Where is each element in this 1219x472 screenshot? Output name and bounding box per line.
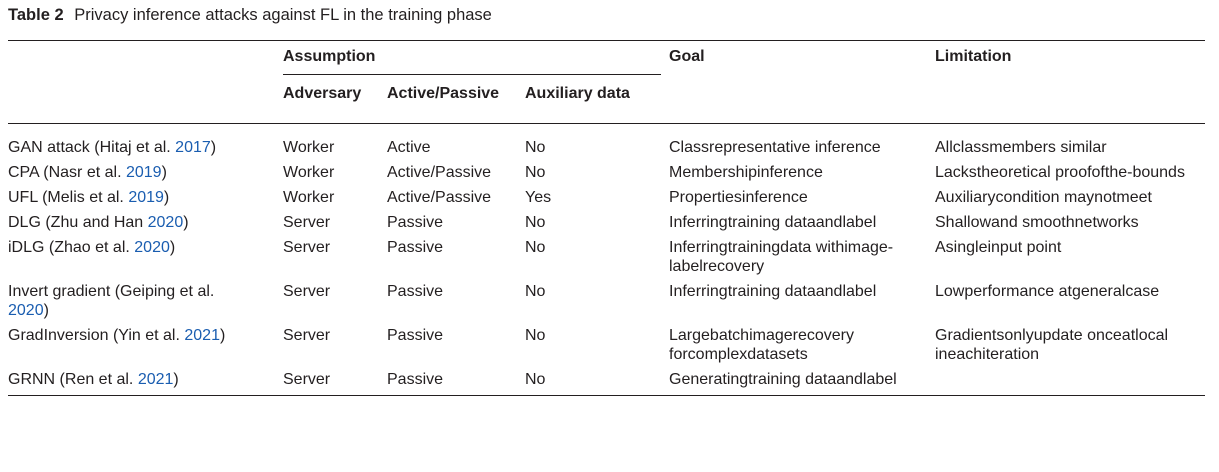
cell-auxiliary-data: No xyxy=(525,327,546,344)
header-assumption: Assumption xyxy=(283,40,661,75)
table-row: GAN attack (Hitaj et al. 2017) Worker Acti… xyxy=(8,124,1205,164)
cell-method: UFL (Melis et al. 2019) xyxy=(8,188,283,213)
cell-auxiliary-data: No xyxy=(525,214,546,231)
cell-limitation: Asingleinput point xyxy=(935,239,1062,256)
table-row: GradInversion (Yin et al. 2021) Server Pas… xyxy=(8,326,1205,370)
cell-active-passive: Active xyxy=(387,139,431,156)
cell-goal: Membershipinference xyxy=(669,164,823,181)
header-row-2: Adversary Active/Passive Auxiliary data xyxy=(8,75,1205,115)
cell-adversary: Worker xyxy=(283,139,335,156)
table-caption-label: Table 2 xyxy=(8,6,64,24)
cell-adversary: Server xyxy=(283,214,331,231)
method-name: GAN attack (Hitaj et al. xyxy=(8,139,176,156)
cell-active-passive: Passive xyxy=(387,327,444,344)
cell-adversary: Server xyxy=(283,370,387,396)
method-name: CPA (Nasr et al. xyxy=(8,164,126,181)
cell-auxiliary-data: No xyxy=(525,139,546,156)
cell-limitation: Shallowand smoothnetworks xyxy=(935,214,1139,231)
method-close-paren: ) xyxy=(183,214,189,231)
table-row: GRNN (Ren et al. 2021) Server Passive No Gen… xyxy=(8,370,1205,396)
citation-year-link[interactable]: 2020 xyxy=(134,239,170,256)
citation-year-link[interactable]: 2020 xyxy=(147,214,184,231)
cell-adversary: Server xyxy=(283,327,331,344)
citation-year-link[interactable]: 2019 xyxy=(128,189,164,206)
table-caption-text: Privacy inference attacks against FL in … xyxy=(74,6,492,24)
table-row: CPA (Nasr et al. 2019) Worker Active/Passi… xyxy=(8,163,1205,188)
method-name: DLG (Zhu and Han xyxy=(8,214,148,231)
cell-active-passive: Active/Passive xyxy=(387,189,492,206)
citation-year-link[interactable]: 2017 xyxy=(175,139,211,156)
cell-method: GradInversion (Yin et al. 2021) xyxy=(8,326,283,370)
cell-method: iDLG (Zhao et al. 2020) xyxy=(8,238,283,282)
header-row-1: Assumption Goal Limitation xyxy=(8,40,1205,75)
cell-goal: Generatingtraining dataandlabel xyxy=(661,370,935,396)
cell-goal: Inferringtrainingdata withimage-labelrec… xyxy=(669,239,894,275)
method-name: iDLG (Zhao et al. xyxy=(8,239,135,256)
cell-goal: Inferringtraining dataandlabel xyxy=(669,214,877,231)
cell-active-passive: Passive xyxy=(387,239,444,256)
cell-adversary: Worker xyxy=(283,189,335,206)
cell-active-passive: Active/Passive xyxy=(387,164,492,181)
cell-adversary: Server xyxy=(283,239,331,256)
header-auxiliary-data: Auxiliary data xyxy=(525,85,630,102)
cell-goal: Propertiesinference xyxy=(669,189,808,206)
table-row: Invert gradient (Geiping et al. 2020) Ser… xyxy=(8,282,1205,326)
method-close-paren: ) xyxy=(163,189,170,206)
citation-year-link[interactable]: 2020 xyxy=(8,302,44,319)
cell-active-passive: Passive xyxy=(387,214,444,231)
cell-auxiliary-data: No xyxy=(525,283,546,300)
table-caption: Table 2 Privacy inference attacks agains… xyxy=(8,6,492,25)
method-close-paren: ) xyxy=(161,164,167,181)
header-adversary: Adversary xyxy=(283,85,362,102)
cell-limitation: Auxiliarycondition maynotmeet xyxy=(935,189,1152,206)
cell-adversary: Server xyxy=(283,283,331,300)
cell-limitation: Lackstheoretical proofofthe-bounds xyxy=(935,164,1185,181)
cell-adversary: Worker xyxy=(283,164,335,181)
citation-year-link[interactable]: 2019 xyxy=(125,164,162,181)
method-name: UFL (Melis et al. xyxy=(8,189,129,206)
method-close-paren: ) xyxy=(210,139,217,156)
table-row: DLG (Zhu and Han 2020) Server Passive No Inf… xyxy=(8,213,1205,238)
cell-active-passive: Passive xyxy=(387,283,444,300)
table-row: iDLG (Zhao et al. 2020) Server Passive No In… xyxy=(8,238,1205,282)
cell-method: CPA (Nasr et al. 2019) xyxy=(8,163,283,188)
privacy-attacks-table: Assumption Goal Limitation Adversary Act… xyxy=(8,40,1205,396)
method-close-paren: ) xyxy=(43,302,49,319)
cell-method: Invert gradient (Geiping et al. 2020) xyxy=(8,282,283,326)
header-method-empty xyxy=(8,41,283,75)
cell-goal: Largebatchimagerecovery forcomplexdatase… xyxy=(669,327,854,363)
cell-method: GAN attack (Hitaj et al. 2017) xyxy=(8,124,283,164)
method-name: GradInversion (Yin et al. xyxy=(8,327,185,344)
cell-limitation: Lowperformance atgeneralcase xyxy=(935,283,1160,300)
cell-limitation: Gradientsonlyupdate onceatlocal ineachit… xyxy=(935,327,1169,363)
table-row: UFL (Melis et al. 2019) Worker Active/Pass… xyxy=(8,188,1205,213)
method-close-paren: ) xyxy=(219,327,226,344)
cell-auxiliary-data: No xyxy=(525,370,661,396)
method-name: Invert gradient (Geiping et al. xyxy=(8,283,215,300)
cell-goal: Classrepresentative inference xyxy=(669,139,881,156)
cell-goal: Inferringtraining dataandlabel xyxy=(669,283,877,300)
citation-year-link[interactable]: 2021 xyxy=(137,371,174,388)
cell-active-passive: Passive xyxy=(387,370,525,396)
cell-auxiliary-data: No xyxy=(525,239,546,256)
cell-method: GRNN (Ren et al. 2021) xyxy=(8,370,283,396)
table-body: GAN attack (Hitaj et al. 2017) Worker Acti… xyxy=(8,124,1205,396)
header-active-passive: Active/Passive xyxy=(387,85,500,102)
method-name: GRNN (Ren et al. xyxy=(8,371,138,388)
method-close-paren: ) xyxy=(173,371,179,388)
cell-auxiliary-data: No xyxy=(525,164,546,181)
header-limitation: Limitation xyxy=(935,48,1012,65)
cell-limitation xyxy=(935,370,1205,396)
cell-limitation: Allclassmembers similar xyxy=(935,139,1107,156)
header-goal: Goal xyxy=(669,48,705,65)
citation-year-link[interactable]: 2021 xyxy=(184,327,220,344)
method-close-paren: ) xyxy=(169,239,176,256)
cell-auxiliary-data: Yes xyxy=(525,189,552,206)
cell-method: DLG (Zhu and Han 2020) xyxy=(8,213,283,238)
